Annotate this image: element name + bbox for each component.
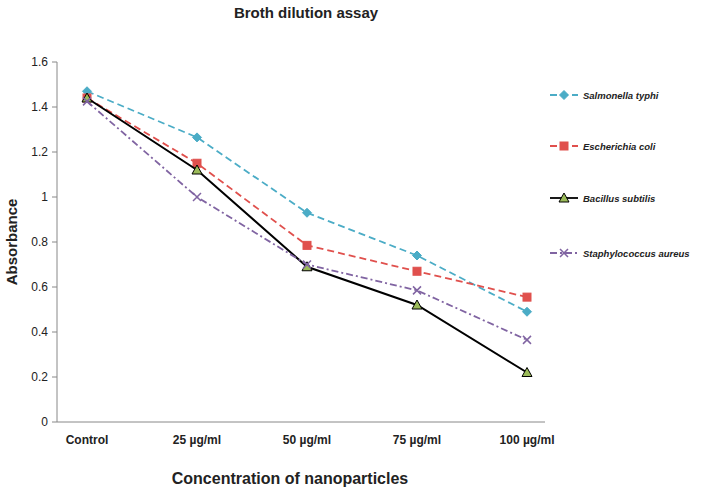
y-tick <box>52 377 57 378</box>
data-point <box>523 336 531 344</box>
y-tick-label: 0 <box>41 415 48 429</box>
x-tick-label: Control <box>66 433 109 447</box>
data-point <box>523 293 531 301</box>
legend-marker <box>560 91 569 100</box>
y-tick <box>52 107 57 108</box>
x-axis-line <box>57 422 545 423</box>
legend-label: Escherichia coli <box>583 141 656 152</box>
y-tick-label: 0.4 <box>31 325 48 339</box>
y-tick-label: 0.6 <box>31 280 48 294</box>
y-tick-label: 1 <box>41 190 48 204</box>
x-tick-label: 50 µg/ml <box>283 433 331 447</box>
data-point <box>303 241 311 249</box>
y-tick <box>52 152 57 153</box>
legend-label: Bacillus subtilis <box>583 193 655 204</box>
y-tick-label: 1.2 <box>31 145 48 159</box>
y-tick-label: 0.8 <box>31 235 48 249</box>
title: Broth dilution assay <box>234 4 379 21</box>
data-point <box>412 300 422 309</box>
y-tick <box>52 422 57 423</box>
data-point <box>413 286 421 294</box>
plot-area <box>82 87 532 377</box>
chart-root: Broth dilution assay Absorbance Concentrat… <box>0 0 702 492</box>
y-tick <box>52 197 57 198</box>
data-point <box>303 261 311 269</box>
data-point <box>83 97 91 105</box>
legend-marker <box>560 249 568 257</box>
chart-svg: Broth dilution assay Absorbance Concentrat… <box>0 0 702 492</box>
y-tick <box>52 332 57 333</box>
legend-label: Staphylococcus aureus <box>583 248 690 259</box>
series-line <box>87 98 527 373</box>
y-tick <box>52 287 57 288</box>
series-line <box>87 91 527 312</box>
data-point <box>523 307 532 316</box>
legend-marker <box>559 193 569 202</box>
data-point <box>193 133 202 142</box>
y-tick-label: 0.2 <box>31 370 48 384</box>
data-point <box>192 165 202 174</box>
legend: Salmonella typhi Escherichia coli Bacillus… <box>550 90 690 259</box>
data-point <box>413 251 422 260</box>
x-tick-label: 25 µg/ml <box>173 433 221 447</box>
y-tick <box>52 242 57 243</box>
x-axis-label: Concentration of nanoparticles <box>172 470 409 487</box>
y-tick <box>52 62 57 63</box>
data-point <box>413 267 421 275</box>
x-tick-label: 75 µg/ml <box>393 433 441 447</box>
x-tick-label: 100 µg/ml <box>500 433 555 447</box>
legend-marker <box>560 142 568 150</box>
y-tick-label: 1.4 <box>31 100 48 114</box>
legend-label: Salmonella typhi <box>583 90 659 101</box>
data-point <box>522 368 532 377</box>
data-point <box>303 208 312 217</box>
series-line <box>87 101 527 340</box>
data-point <box>193 193 201 201</box>
y-tick-label: 1.6 <box>31 55 48 69</box>
series-line <box>87 98 527 297</box>
y-axis-label: Absorbance <box>3 199 20 286</box>
